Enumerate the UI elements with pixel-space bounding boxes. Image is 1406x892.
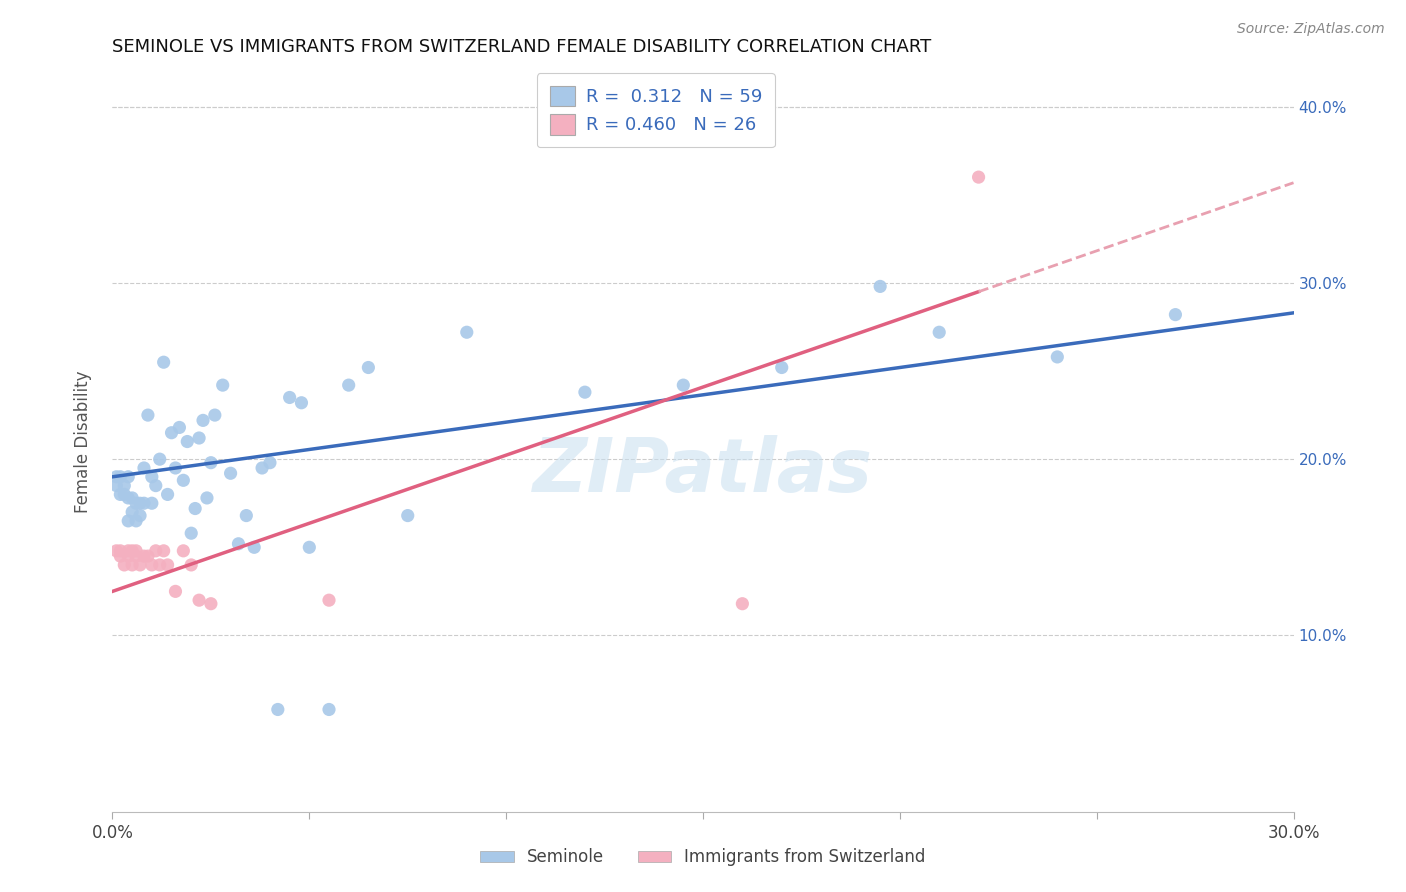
Point	[149, 558, 172, 572]
Point	[152, 355, 174, 369]
Point	[156, 558, 179, 572]
Point	[145, 544, 167, 558]
Point	[141, 496, 163, 510]
Point	[191, 413, 214, 427]
Point	[110, 487, 132, 501]
Point	[235, 508, 257, 523]
Point	[132, 496, 155, 510]
Legend: Seminole, Immigrants from Switzerland: Seminole, Immigrants from Switzerland	[474, 842, 932, 873]
Point	[869, 279, 891, 293]
Point	[259, 456, 281, 470]
Point	[141, 470, 163, 484]
Point	[149, 452, 172, 467]
Point	[125, 544, 148, 558]
Point	[1046, 350, 1069, 364]
Point	[125, 496, 148, 510]
Text: ZIPatlas: ZIPatlas	[533, 434, 873, 508]
Point	[132, 549, 155, 563]
Point	[574, 385, 596, 400]
Point	[200, 456, 222, 470]
Point	[200, 597, 222, 611]
Point	[180, 526, 202, 541]
Point	[117, 514, 139, 528]
Point	[396, 508, 419, 523]
Text: SEMINOLE VS IMMIGRANTS FROM SWITZERLAND FEMALE DISABILITY CORRELATION CHART: SEMINOLE VS IMMIGRANTS FROM SWITZERLAND …	[112, 38, 932, 56]
Point	[125, 549, 148, 563]
Point	[125, 514, 148, 528]
Point	[188, 593, 211, 607]
Point	[136, 408, 159, 422]
Point	[156, 487, 179, 501]
Point	[110, 544, 132, 558]
Point	[105, 470, 128, 484]
Point	[731, 597, 754, 611]
Point	[121, 558, 143, 572]
Point	[132, 461, 155, 475]
Point	[172, 544, 194, 558]
Point	[129, 508, 152, 523]
Point	[129, 558, 152, 572]
Point	[243, 541, 266, 555]
Point	[160, 425, 183, 440]
Point	[298, 541, 321, 555]
Point	[110, 549, 132, 563]
Point	[278, 391, 301, 405]
Point	[188, 431, 211, 445]
Point	[204, 408, 226, 422]
Point	[172, 473, 194, 487]
Point	[121, 505, 143, 519]
Point	[267, 702, 290, 716]
Point	[211, 378, 233, 392]
Point	[121, 544, 143, 558]
Point	[152, 544, 174, 558]
Point	[318, 702, 340, 716]
Point	[117, 491, 139, 505]
Point	[770, 360, 793, 375]
Point	[112, 487, 135, 501]
Point	[250, 461, 273, 475]
Point	[117, 470, 139, 484]
Point	[136, 549, 159, 563]
Point	[105, 478, 128, 492]
Point	[176, 434, 198, 449]
Point	[121, 491, 143, 505]
Point	[456, 325, 478, 339]
Text: Source: ZipAtlas.com: Source: ZipAtlas.com	[1237, 22, 1385, 37]
Point	[228, 537, 250, 551]
Point	[112, 558, 135, 572]
Point	[195, 491, 218, 505]
Point	[318, 593, 340, 607]
Legend: R =  0.312   N = 59, R = 0.460   N = 26: R = 0.312 N = 59, R = 0.460 N = 26	[537, 73, 775, 147]
Point	[672, 378, 695, 392]
Point	[357, 360, 380, 375]
Y-axis label: Female Disability: Female Disability	[73, 370, 91, 513]
Point	[180, 558, 202, 572]
Point	[337, 378, 360, 392]
Point	[290, 396, 312, 410]
Point	[219, 467, 242, 481]
Point	[967, 170, 990, 185]
Point	[110, 470, 132, 484]
Point	[117, 544, 139, 558]
Point	[169, 420, 191, 434]
Point	[117, 549, 139, 563]
Point	[112, 478, 135, 492]
Point	[141, 558, 163, 572]
Point	[105, 544, 128, 558]
Point	[129, 496, 152, 510]
Point	[928, 325, 950, 339]
Point	[165, 584, 187, 599]
Point	[165, 461, 187, 475]
Point	[145, 478, 167, 492]
Point	[184, 501, 207, 516]
Point	[1164, 308, 1187, 322]
